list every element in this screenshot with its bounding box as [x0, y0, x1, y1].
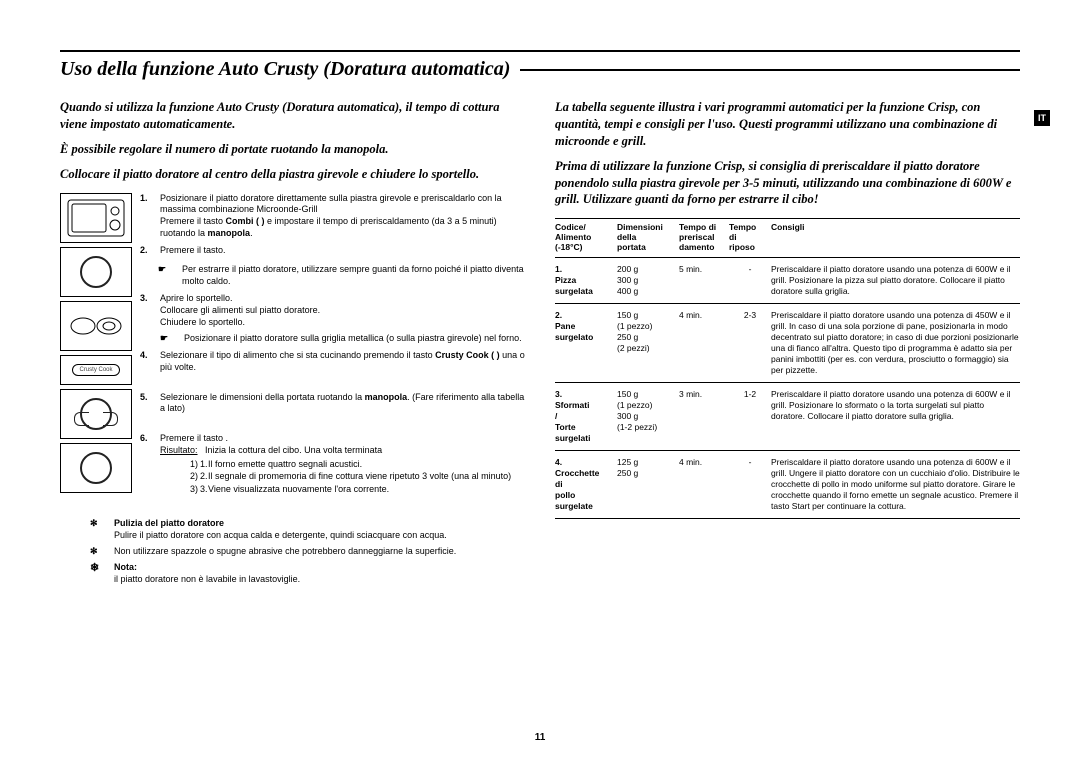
plates-icon	[60, 301, 132, 351]
s6rl: Risultato:	[160, 445, 198, 455]
s6li1: 1)Il forno emette quattro segnali acusti…	[210, 459, 511, 471]
step3-note: ☛ Posizionare il piatto doratore sulla g…	[160, 332, 522, 344]
step-num-4: 4.	[140, 350, 154, 373]
s5a: Selezionare le dimensioni della portata …	[160, 392, 365, 402]
step-4-body: Selezionare il tipo di alimento che si s…	[160, 350, 525, 373]
th-4: Tempodiriposo	[729, 223, 771, 252]
step-num-2: 2.	[140, 245, 154, 257]
dial-arrows-icon	[60, 389, 132, 439]
th-5: Consigli	[771, 223, 1020, 252]
nota-row: ❄ Nota: il piatto doratore non è lavabil…	[90, 561, 525, 585]
s5b: manopola	[365, 392, 408, 402]
step-4: 4. Selezionare il tipo di alimento che s…	[140, 350, 525, 373]
s6l1: Il forno emette quattro segnali acustici…	[208, 459, 362, 469]
notah: Nota:	[114, 562, 137, 572]
s6l2: Il segnale di promemoria di fine cottura…	[208, 471, 511, 481]
step-6: 6. Premere il tasto . Risultato: Inizia …	[140, 433, 525, 496]
dial-icon-1	[60, 247, 132, 297]
programs-table: Codice/Alimento(-18°C) Dimensionidellapo…	[555, 218, 1020, 519]
s4b: Crusty Cook ( )	[435, 350, 500, 360]
table-row: 3.Sformati/Tortesurgelati150 g(1 pezzo)3…	[555, 383, 1020, 451]
step1-line: Posizionare il piatto doratore direttame…	[160, 193, 502, 215]
clean-note-2: ✻ Non utilizzare spazzole o spugne abras…	[90, 545, 525, 557]
table-row: 2.Panesurgelato150 g(1 pezzo)250 g(2 pez…	[555, 304, 1020, 383]
dial-icon-2	[60, 443, 132, 493]
s6r: Inizia la cottura del cibo. Una volta te…	[205, 445, 382, 455]
cleant: Pulire il piatto doratore con acqua cald…	[114, 530, 447, 540]
table-row: 4.Crocchettedipollosurgelate125 g250 g4 …	[555, 451, 1020, 518]
s3c: Chiudere lo sportello.	[160, 317, 245, 327]
left-intro-1: Quando si utilizza la funzione Auto Crus…	[60, 99, 525, 133]
step-1: 1. Posizionare il piatto doratore dirett…	[140, 193, 525, 240]
left-column: Quando si utilizza la funzione Auto Crus…	[60, 99, 525, 585]
cleanh: Pulizia del piatto doratore	[114, 518, 224, 528]
hand-icon: ☛	[158, 263, 174, 287]
s1b1: Premere il tasto	[160, 216, 226, 226]
step-icons: Crusty Cook	[60, 193, 132, 503]
s2: Premere il tasto.	[160, 245, 226, 255]
table-row: 1.Pizzasurgelata200 g300 g400 g5 min.-Pr…	[555, 258, 1020, 304]
steps-text: 1. Posizionare il piatto doratore dirett…	[140, 193, 525, 503]
left-intro-2: È possibile regolare il numero di portat…	[60, 141, 525, 158]
table-body: 1.Pizzasurgelata200 g300 g400 g5 min.-Pr…	[555, 258, 1020, 519]
s1b2: Combi ( )	[226, 216, 265, 226]
step-num-6: 6.	[140, 433, 154, 496]
s2note: Per estrarre il piatto doratore, utilizz…	[182, 263, 525, 287]
step-5: 5. Selezionare le dimensioni della porta…	[140, 392, 525, 415]
content-columns: Quando si utilizza la funzione Auto Crus…	[60, 99, 1020, 585]
page-title: Uso della funzione Auto Crusty (Doratura…	[60, 58, 510, 81]
cleanw: Non utilizzare spazzole o spugne abrasiv…	[114, 545, 456, 557]
s3b: Collocare gli alimenti sul piatto dorato…	[160, 305, 320, 315]
steps-wrap: Crusty Cook 1. Posizionare il piatto dor…	[60, 193, 525, 503]
snow-icon: ❄	[90, 561, 106, 585]
right-intro-1: La tabella seguente illustra i vari prog…	[555, 99, 1020, 150]
language-badge: IT	[1034, 110, 1050, 126]
step2-note: ☛ Per estrarre il piatto doratore, utili…	[158, 263, 525, 287]
step-num-3: 3.	[140, 293, 154, 344]
step6-list: 1)Il forno emette quattro segnali acusti…	[210, 459, 511, 496]
star-icon-2: ✻	[90, 545, 106, 557]
step-6-body: Premere il tasto . Risultato: Inizia la …	[160, 433, 511, 496]
title-row: Uso della funzione Auto Crusty (Doratura…	[60, 58, 1020, 81]
s6a: Premere il tasto .	[160, 433, 228, 443]
s6l3: Viene visualizzata nuovamente l'ora corr…	[208, 484, 389, 494]
s1b5: .	[250, 228, 253, 238]
microwave-icon	[60, 193, 132, 243]
nota-body: Nota: il piatto doratore non è lavabile …	[114, 561, 300, 585]
star-icon-1: ✻	[90, 517, 106, 541]
step-1-body: Posizionare il piatto doratore direttame…	[160, 193, 525, 240]
clean-note-1: ✻ Pulizia del piatto doratore Pulire il …	[90, 517, 525, 541]
notat: il piatto doratore non è lavabile in lav…	[114, 574, 300, 584]
s1b4: manopola	[208, 228, 251, 238]
step-num-1: 1.	[140, 193, 154, 240]
s3d: Posizionare il piatto doratore sulla gri…	[184, 332, 522, 344]
step-3: 3. Aprire lo sportello. Collocare gli al…	[140, 293, 525, 344]
s4a: Selezionare il tipo di alimento che si s…	[160, 350, 435, 360]
page-number: 11	[0, 732, 1080, 743]
step-5-body: Selezionare le dimensioni della portata …	[160, 392, 525, 415]
th-2: Dimensionidellaportata	[617, 223, 679, 252]
th-1: Codice/Alimento(-18°C)	[555, 223, 617, 252]
right-column: La tabella seguente illustra i vari prog…	[555, 99, 1020, 585]
clean-1: Pulizia del piatto doratore Pulire il pi…	[114, 517, 447, 541]
right-intro-2: Prima di utilizzare la funzione Crisp, s…	[555, 158, 1020, 209]
step-num-5: 5.	[140, 392, 154, 415]
hand-icon-2: ☛	[160, 332, 176, 344]
top-rule	[60, 50, 1020, 52]
crusty-cook-icon: Crusty Cook	[60, 355, 132, 385]
s6li3: 3)Viene visualizzata nuovamente l'ora co…	[210, 484, 511, 496]
th-3: Tempo dipreriscaldamento	[679, 223, 729, 252]
step-2: 2. Premere il tasto.	[140, 245, 525, 257]
s3a: Aprire lo sportello.	[160, 293, 233, 303]
s6li2: 2)Il segnale di promemoria di fine cottu…	[210, 471, 511, 483]
title-line	[520, 69, 1020, 71]
cleaning-notes: ✻ Pulizia del piatto doratore Pulire il …	[90, 517, 525, 586]
table-header: Codice/Alimento(-18°C) Dimensionidellapo…	[555, 219, 1020, 257]
step-3-body: Aprire lo sportello. Collocare gli alime…	[160, 293, 522, 344]
left-intro-3: Collocare il piatto doratore al centro d…	[60, 166, 525, 183]
step-2-body: Premere il tasto.	[160, 245, 226, 257]
